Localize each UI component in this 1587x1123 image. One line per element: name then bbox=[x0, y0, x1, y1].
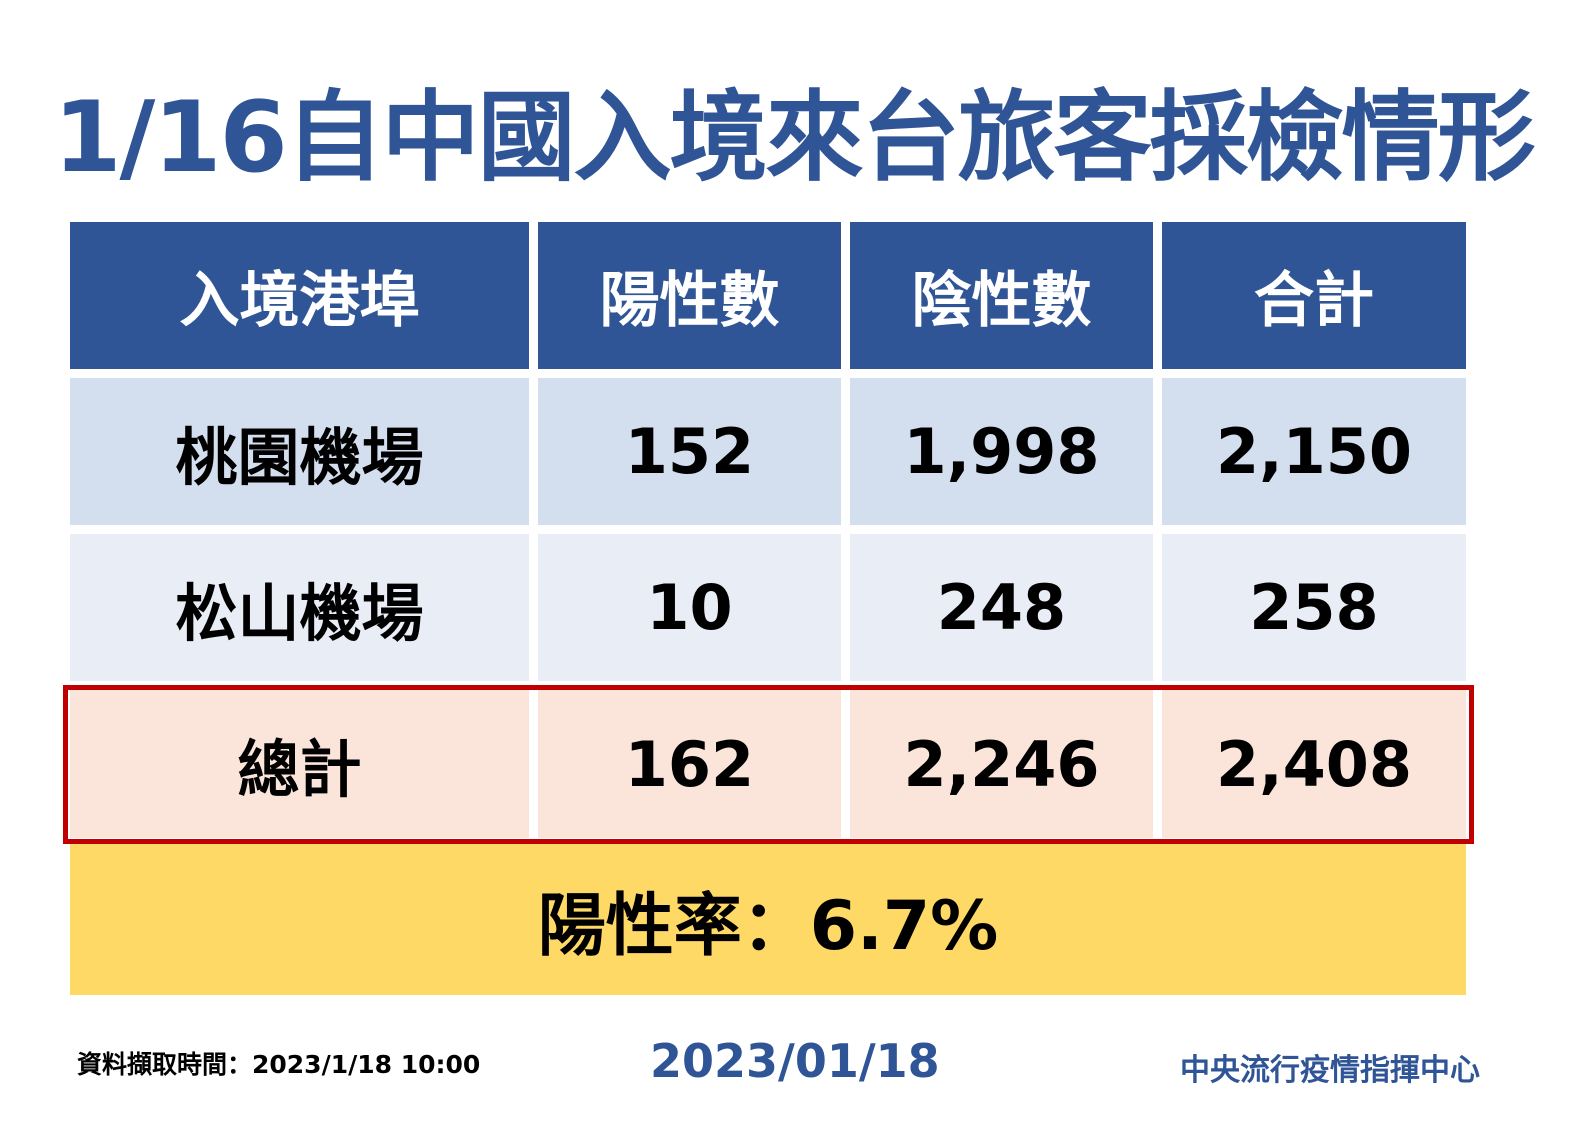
summary-label: 總計 bbox=[70, 690, 529, 838]
row-songshan-total: 258 bbox=[1162, 534, 1466, 681]
header-positive: 陽性數 bbox=[538, 222, 841, 369]
row-songshan-positive: 10 bbox=[538, 534, 841, 681]
row-songshan-negative: 248 bbox=[850, 534, 1153, 681]
page-title: 1/16自中國入境來台旅客採檢情形 bbox=[53, 81, 1535, 195]
summary-negative: 2,246 bbox=[850, 690, 1153, 838]
summary-positive: 162 bbox=[538, 690, 841, 838]
row-taoyuan-negative: 1,998 bbox=[850, 378, 1153, 525]
header-total: 合計 bbox=[1162, 222, 1466, 369]
row-songshan-port: 松山機場 bbox=[70, 534, 529, 681]
header-negative: 陰性數 bbox=[850, 222, 1153, 369]
organization-name: 中央流行疫情指揮中心 bbox=[1180, 1053, 1480, 1088]
positivity-rate: 陽性率：6.7% bbox=[70, 844, 1466, 995]
row-taoyuan-positive: 152 bbox=[538, 378, 841, 525]
summary-highlight-border bbox=[63, 685, 1474, 844]
header-port: 入境港埠 bbox=[70, 222, 529, 369]
summary-total: 2,408 bbox=[1162, 690, 1466, 838]
publish-date: 2023/01/18 bbox=[650, 1034, 940, 1088]
data-timestamp: 資料擷取時間：2023/1/18 10:00 bbox=[77, 1050, 481, 1079]
row-taoyuan-total: 2,150 bbox=[1162, 378, 1466, 525]
row-taoyuan-port: 桃園機場 bbox=[70, 378, 529, 525]
